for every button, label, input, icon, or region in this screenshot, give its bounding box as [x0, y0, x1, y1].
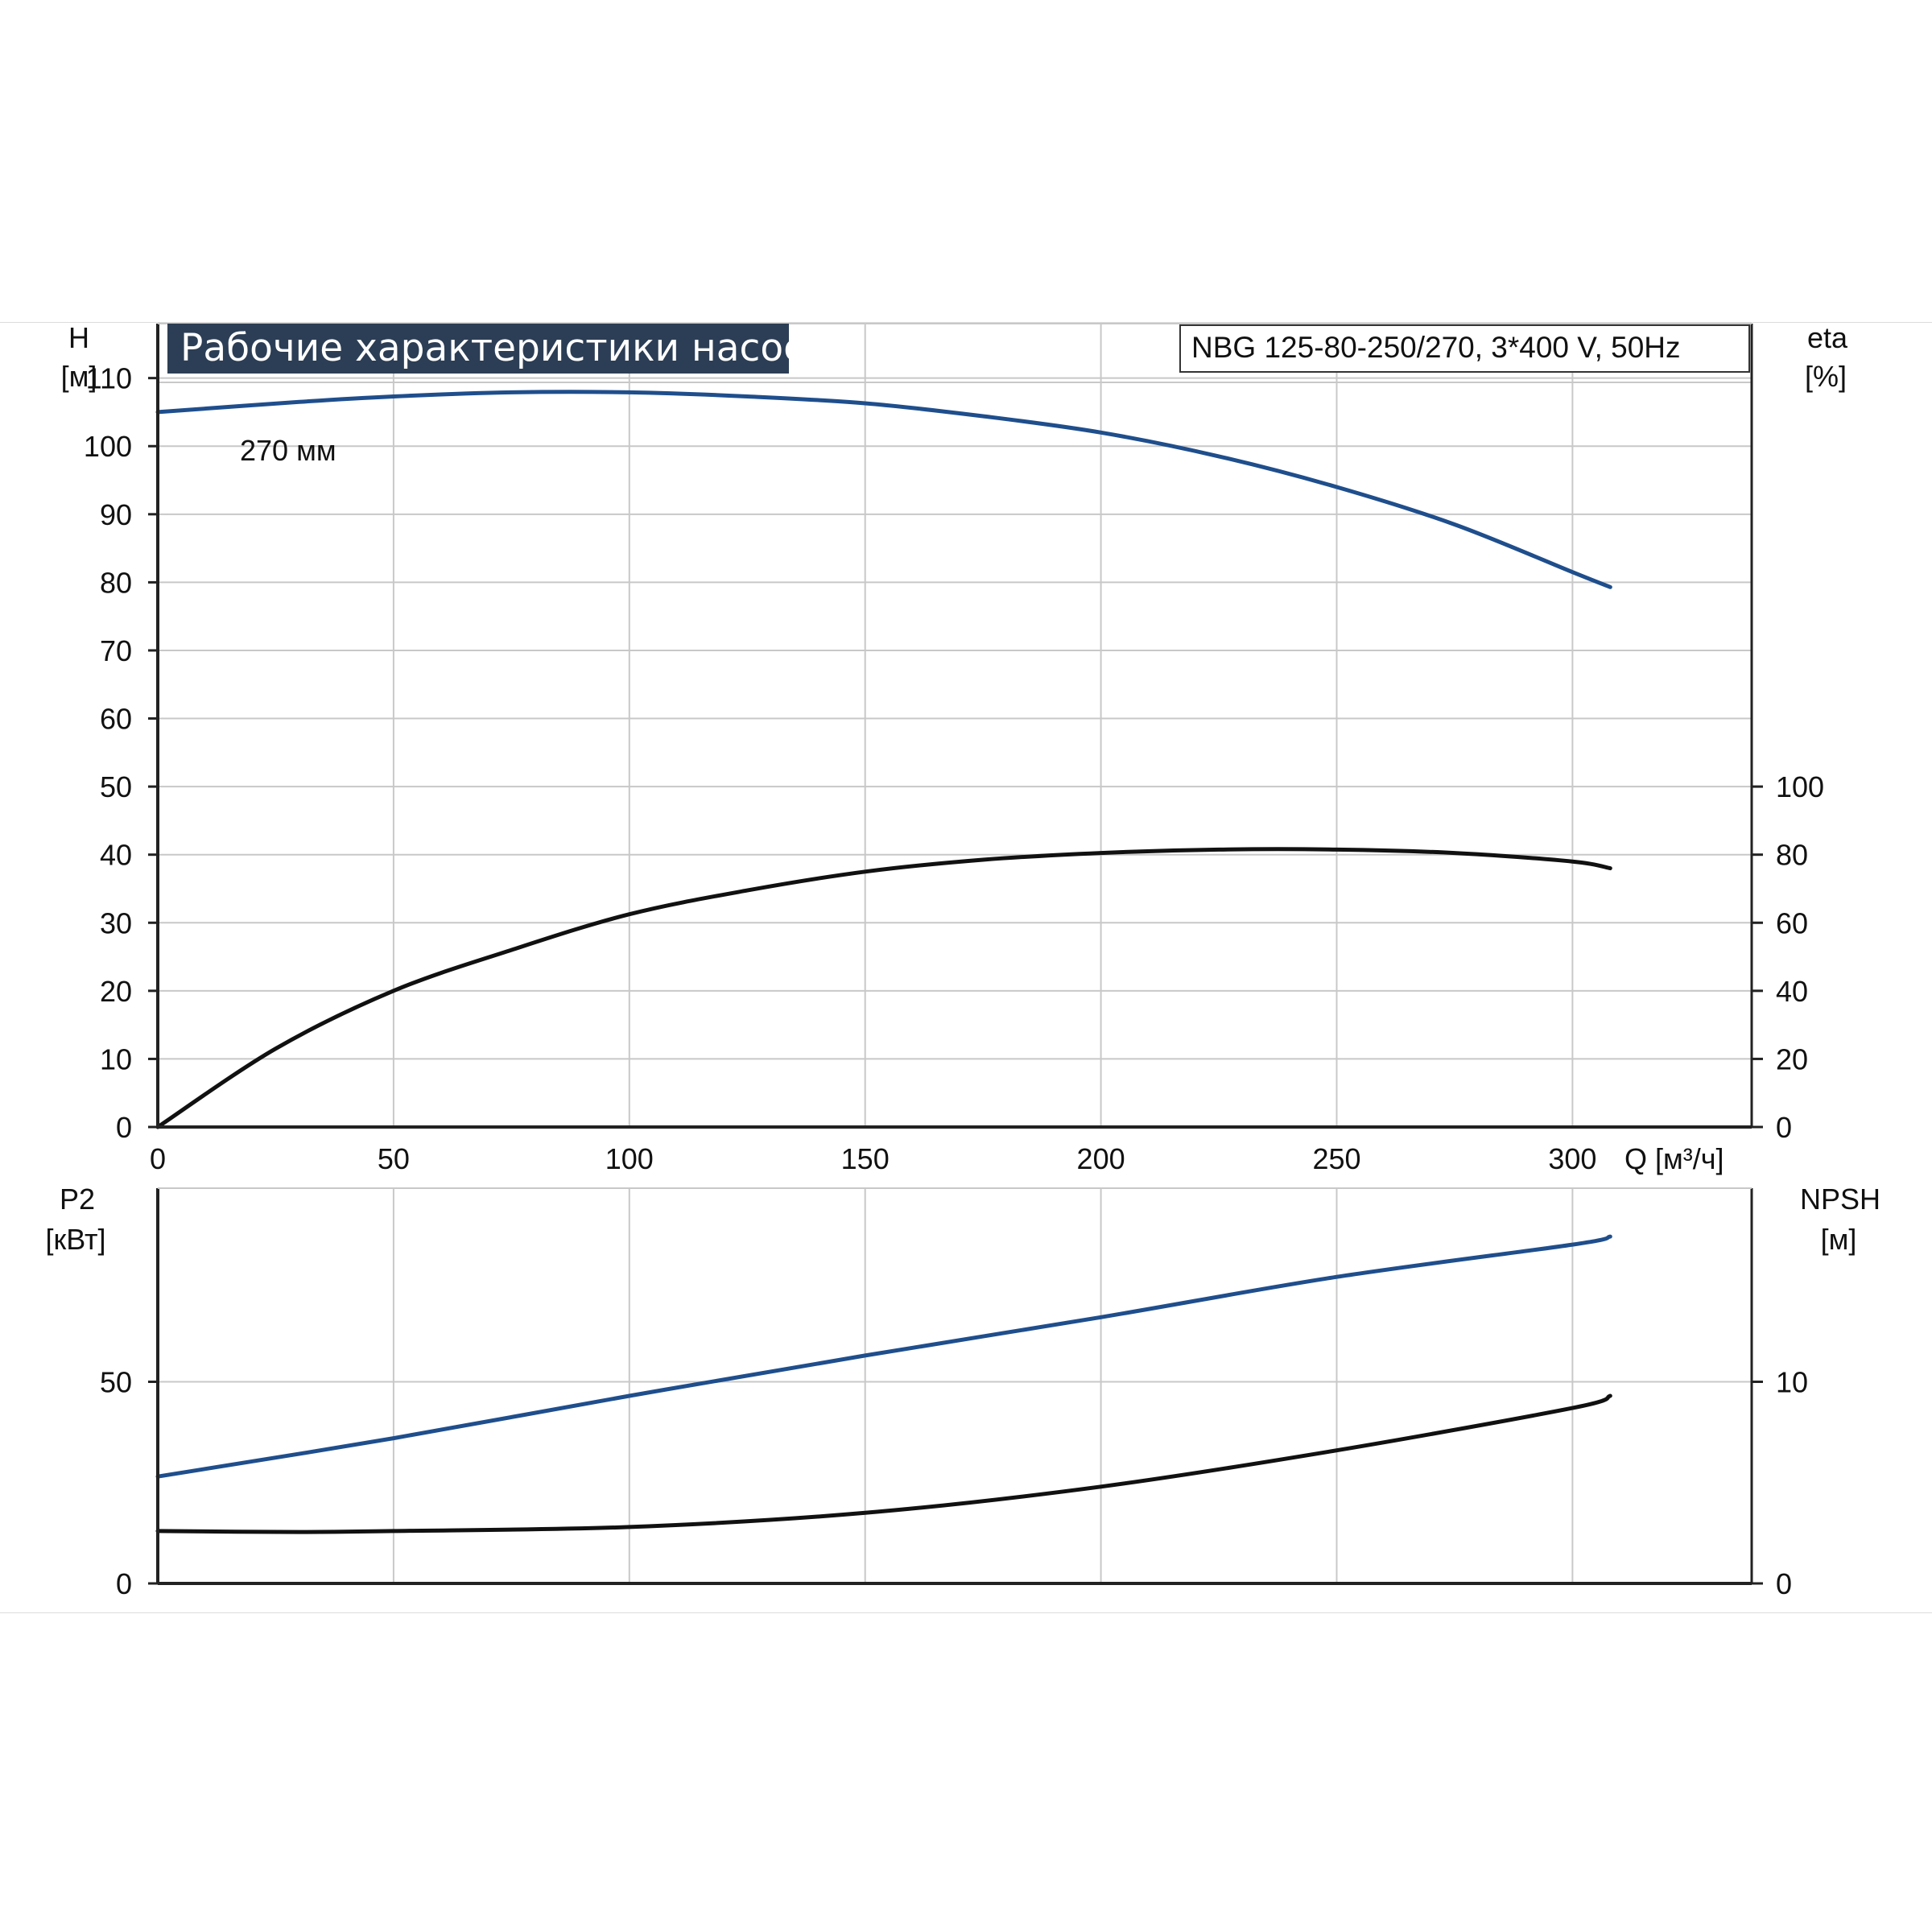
x-tick-label: 300	[1548, 1142, 1596, 1175]
top-left-axis-label-line1: H	[68, 321, 89, 354]
right-tick-label: 60	[1776, 906, 1808, 939]
x-tick-label: 50	[378, 1142, 410, 1175]
model-label: NBG 125-80-250/270, 3*400 V, 50Hz	[1191, 331, 1681, 364]
x-tick-label: 250	[1312, 1142, 1360, 1175]
model-box	[1179, 324, 1750, 373]
left-tick-label: 100	[84, 430, 132, 463]
right-tick-label: 80	[1776, 839, 1808, 872]
bottom-series-0-line	[155, 1234, 1612, 1479]
series-layer	[155, 390, 1612, 1534]
left-tick-label: 50	[100, 1365, 132, 1398]
x-tick-label: 200	[1077, 1142, 1125, 1175]
left-tick-label: 80	[100, 566, 132, 599]
grid-layer	[157, 324, 1752, 1584]
top-left-axis-label-line2: [м]	[61, 360, 97, 393]
impeller-diameter-label: 270 мм	[240, 434, 336, 467]
left-tick-label: 10	[100, 1042, 132, 1075]
right-tick-label: 0	[1776, 1567, 1792, 1600]
chart-frame	[0, 322, 1932, 1613]
right-tick-label: 100	[1776, 770, 1824, 803]
bottom-right-axis-label-line1: NPSH	[1800, 1183, 1880, 1216]
left-tick-label: 40	[100, 839, 132, 872]
left-tick-label: 60	[100, 703, 132, 736]
left-tick-label: 30	[100, 906, 132, 939]
bottom-left-axis-label-line1: P2	[60, 1183, 95, 1216]
top-right-axis-label-line2: [%]	[1805, 360, 1847, 393]
x-tick-label: 150	[841, 1142, 890, 1175]
left-tick-label: 0	[116, 1111, 132, 1144]
left-tick-label: 0	[116, 1567, 132, 1600]
left-tick-label: 50	[100, 770, 132, 803]
bottom-series-1-line	[155, 1393, 1612, 1534]
top-series-1-line	[155, 847, 1612, 1129]
left-tick-label: 90	[100, 498, 132, 531]
right-tick-label: 40	[1776, 975, 1808, 1008]
top-right-axis-label-line1: eta	[1807, 321, 1848, 354]
left-tick-label: 20	[100, 975, 132, 1008]
bottom-right-axis-label-line2: [м]	[1821, 1223, 1857, 1256]
x-tick-label: 0	[150, 1142, 166, 1175]
title-background	[167, 324, 789, 374]
x-tick-label: 100	[605, 1142, 654, 1175]
chart-title: Рабочие характеристики насоса	[180, 326, 828, 370]
right-tick-label: 10	[1776, 1365, 1808, 1398]
left-tick-label: 110	[86, 362, 132, 395]
left-tick-label: 70	[100, 634, 132, 667]
x-axis-label: Q [м³/ч]	[1624, 1142, 1724, 1175]
right-tick-label: 20	[1776, 1042, 1808, 1075]
top-series-0-line	[155, 390, 1612, 589]
bottom-left-axis-label-line2: [кВт]	[45, 1223, 105, 1256]
right-tick-label: 0	[1776, 1111, 1792, 1144]
